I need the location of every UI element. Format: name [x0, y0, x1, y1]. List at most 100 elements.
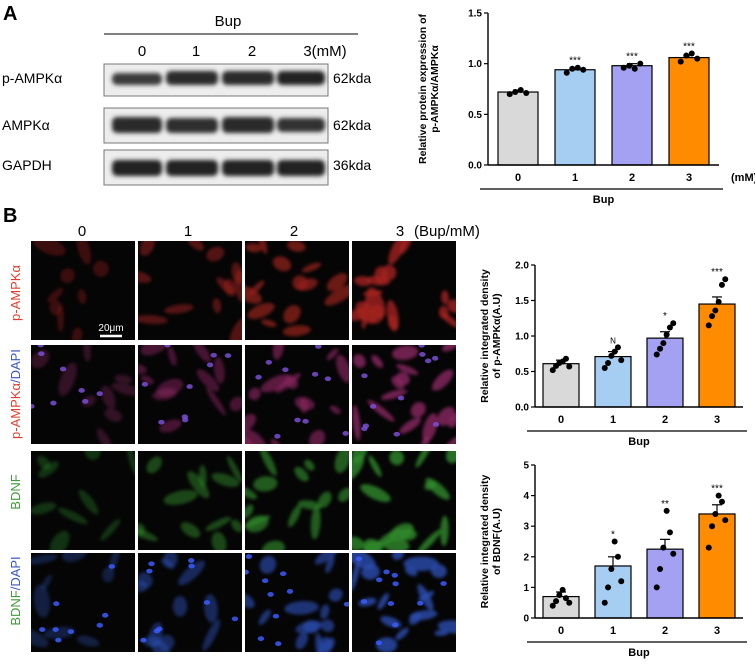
panel-a-letter: A — [3, 3, 17, 25]
chart-point — [660, 340, 667, 347]
blot-band — [277, 71, 325, 85]
chart-y-tick-label: 4 — [523, 491, 529, 502]
chart-point — [601, 599, 608, 606]
chart-point — [553, 598, 560, 605]
blot-lane-label: 3(mM) — [303, 43, 346, 60]
chart-y-tick-label: 0 — [523, 614, 529, 625]
chart-group-label: Bup — [593, 194, 615, 206]
chart-point — [569, 65, 576, 72]
blot-band — [222, 71, 274, 85]
chart-point — [601, 364, 608, 371]
chart-point — [715, 492, 722, 499]
chart-point — [631, 65, 638, 72]
chart-point — [549, 367, 556, 374]
micrograph-tile — [352, 553, 456, 652]
chart-point — [559, 586, 566, 593]
chart-point — [670, 550, 677, 557]
micrograph-tile — [138, 553, 242, 652]
chart-ylabel: of p-AMPKα(A.U) — [491, 293, 503, 378]
chart-point — [574, 64, 581, 71]
chart-x-tick-label: 1 — [572, 172, 578, 184]
chart-point — [660, 544, 667, 551]
chart-point — [722, 517, 729, 524]
chart-x-tick-label: 3 — [714, 625, 720, 637]
chart-x-tick-label: 3 — [714, 414, 720, 426]
chart-point — [712, 510, 719, 517]
chart-point — [556, 592, 563, 599]
micrograph-tile — [245, 451, 349, 550]
chart-x-tick-label: 2 — [662, 625, 668, 637]
chart-y-tick-label: 1.0 — [468, 59, 482, 70]
blot-band — [277, 160, 325, 176]
chart-point — [611, 348, 618, 355]
chart-x-tick-label: 2 — [629, 172, 635, 184]
chart-significance: N — [610, 336, 616, 345]
chart-y-tick-label: 5 — [523, 461, 529, 472]
chart-point — [677, 58, 684, 65]
chart-point — [608, 352, 615, 359]
panel-b-letter: B — [3, 205, 17, 227]
chart-bar — [646, 548, 684, 619]
chart-x-tick-label: 2 — [662, 414, 668, 426]
blot-band — [112, 117, 162, 133]
chart-significance: ** — [661, 499, 669, 510]
chart-point — [549, 602, 556, 609]
chart-point — [709, 523, 716, 530]
blot-band — [112, 73, 162, 85]
chart-point — [718, 281, 725, 288]
chart-significance: *** — [569, 56, 581, 67]
chart-point — [709, 313, 716, 320]
chart-bar — [646, 337, 684, 408]
chart-pampk: Relative integrated density of p-AMPKα(A.… — [479, 261, 747, 448]
chart-point — [614, 553, 621, 560]
chart-x-tick-label: 0 — [558, 625, 564, 637]
blot-row-protein-label: GAPDH — [2, 157, 52, 173]
chart-point — [666, 324, 673, 331]
chart-group-label: Bup — [628, 647, 650, 659]
chart-point — [605, 359, 612, 366]
micrograph-tile — [245, 553, 349, 652]
micrograph-tile — [352, 241, 456, 340]
chart-point — [523, 90, 530, 97]
chart-point — [563, 69, 570, 76]
chart-x-tick-label: 0 — [558, 414, 564, 426]
chart-point — [663, 507, 670, 514]
chart-point — [722, 276, 729, 283]
chart-significance: *** — [626, 52, 638, 63]
micrograph-tile — [31, 451, 135, 550]
chart-y-tick-label: 0.0 — [468, 161, 482, 172]
chart-y-tick-label: 3 — [523, 522, 529, 533]
micrograph-tile — [31, 241, 135, 340]
blot-lane-label: 0 — [138, 43, 146, 60]
chart-y-tick-label: 2.0 — [515, 261, 529, 272]
chart-point — [657, 566, 664, 573]
micro-row-label: BDNF — [8, 474, 23, 509]
blot-band — [166, 160, 218, 176]
panel-b: B 0 1 2 3 (Bup/mM) p-AMPKα p-AMPKα/DAPI BD… — [3, 205, 480, 652]
chart-point — [683, 52, 690, 59]
blot-band — [112, 160, 162, 176]
chart-significance: *** — [683, 42, 695, 53]
blot-row-size-label: 36kda — [333, 157, 371, 173]
chart-point — [512, 89, 519, 96]
micrograph-tile — [31, 345, 135, 444]
micrograph-tile — [245, 345, 349, 444]
chart-y-tick-label: 0.5 — [468, 110, 482, 121]
chart-point — [620, 64, 627, 71]
chart-y-tick-label: 0.5 — [515, 367, 529, 378]
blot-strip-gapdh — [103, 149, 329, 186]
chart-significance: * — [663, 311, 667, 322]
chart-significance: * — [611, 530, 615, 541]
chart-point — [626, 62, 633, 69]
blot-row-protein-label: p-AMPKα — [2, 70, 62, 86]
blot-band — [222, 117, 274, 133]
micro-column-label: 1 — [184, 223, 192, 240]
blot-band — [166, 71, 218, 85]
blot-strip-p-ampk — [103, 63, 329, 97]
chart-point — [562, 595, 569, 602]
chart-point — [712, 307, 719, 314]
chart-y-tick-label: 1 — [523, 583, 529, 594]
blot-treatment-label: Bup — [215, 13, 242, 30]
chart-point — [611, 538, 618, 545]
